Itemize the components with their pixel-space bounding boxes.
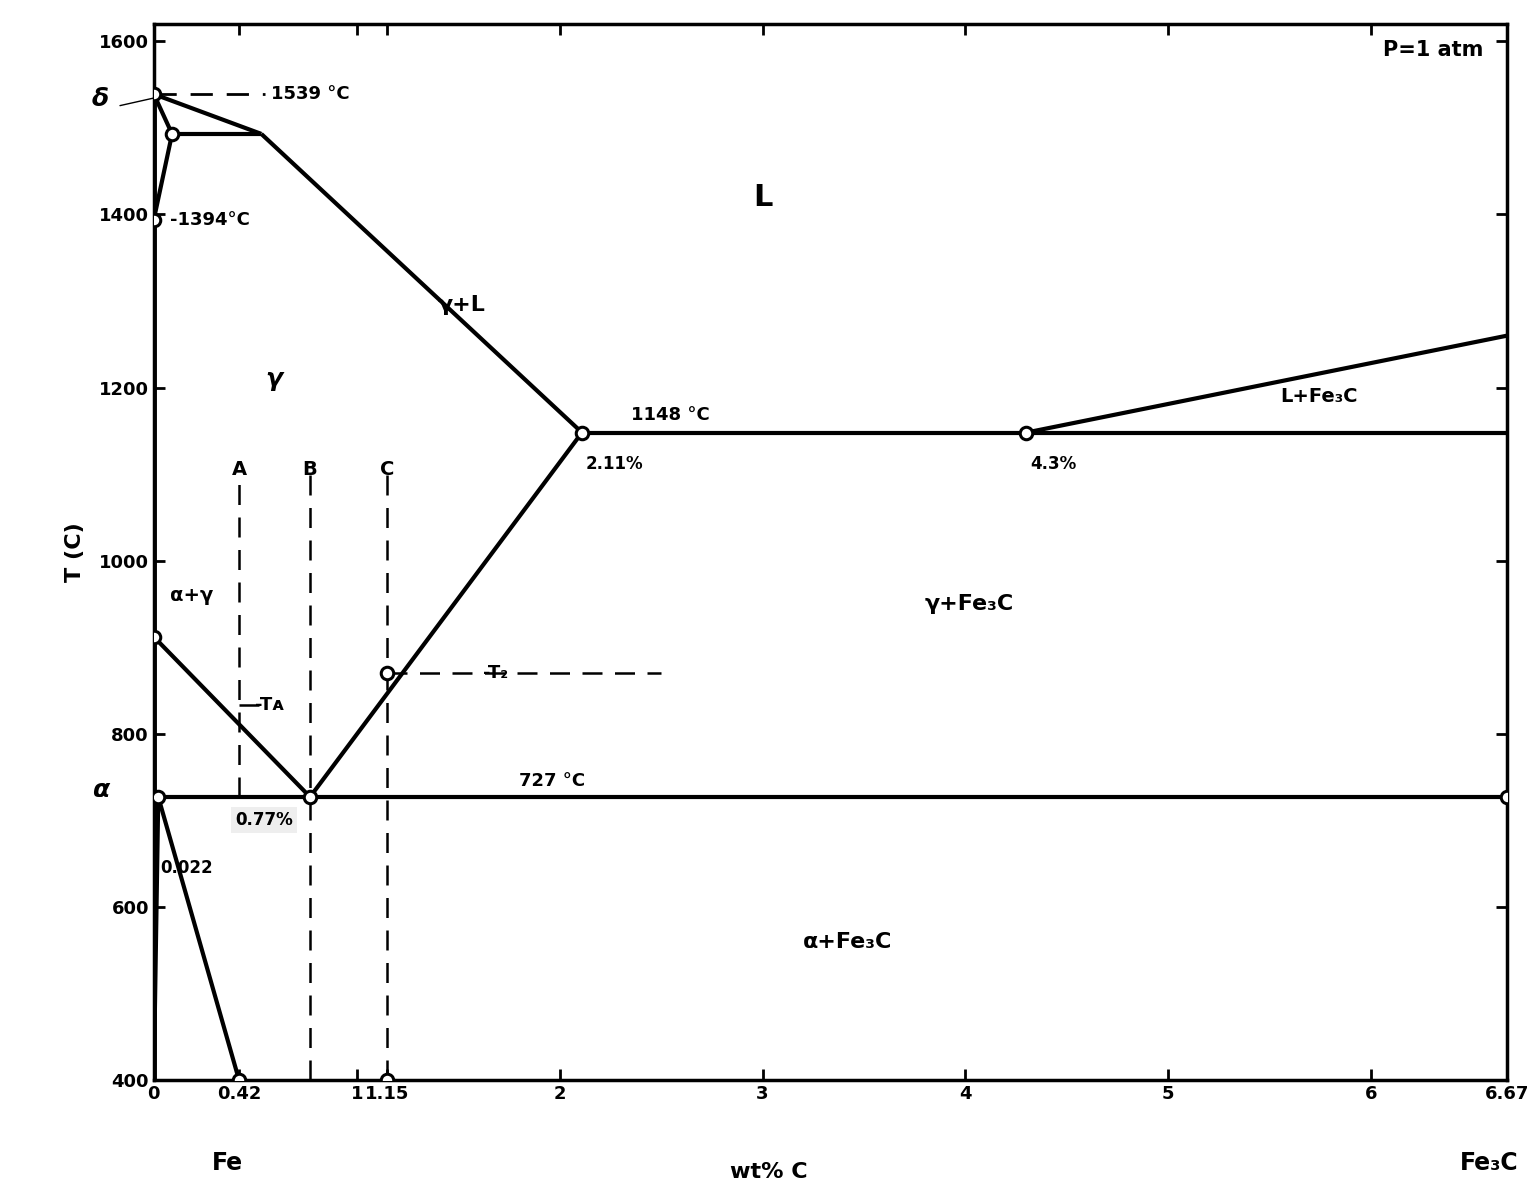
Text: 0.77%: 0.77% [235, 811, 292, 829]
Text: Fe: Fe [212, 1151, 243, 1175]
Text: Fe₃C: Fe₃C [1460, 1151, 1518, 1175]
Text: P=1 atm: P=1 atm [1383, 40, 1483, 60]
Text: B: B [303, 461, 317, 479]
Text: δ: δ [92, 88, 109, 112]
Text: α: α [92, 778, 109, 802]
Text: α+Fe₃C: α+Fe₃C [803, 931, 892, 952]
Text: 1148 °C: 1148 °C [631, 407, 709, 425]
Y-axis label: T (C): T (C) [65, 522, 85, 582]
Text: α+γ: α+γ [171, 586, 214, 605]
Text: 0.77%: 0.77% [235, 811, 292, 829]
Text: wt% C: wt% C [731, 1163, 807, 1182]
Text: -T₂: -T₂ [483, 664, 508, 682]
Text: L+Fe₃C: L+Fe₃C [1280, 386, 1358, 406]
Text: γ+Fe₃C: γ+Fe₃C [924, 594, 1014, 614]
Text: γ+L: γ+L [438, 295, 486, 316]
Text: C: C [380, 461, 394, 479]
Text: -Tᴀ: -Tᴀ [255, 696, 285, 714]
Text: γ: γ [266, 367, 283, 391]
Text: 1539 °C: 1539 °C [272, 85, 351, 103]
Text: A: A [231, 461, 246, 479]
Text: -1394°C: -1394°C [171, 211, 249, 229]
Text: L: L [754, 182, 772, 211]
Text: 2.11%: 2.11% [586, 455, 643, 473]
Text: 0.022: 0.022 [160, 859, 212, 877]
Text: 4.3%: 4.3% [1030, 455, 1077, 473]
Text: 727 °C: 727 °C [518, 773, 584, 791]
